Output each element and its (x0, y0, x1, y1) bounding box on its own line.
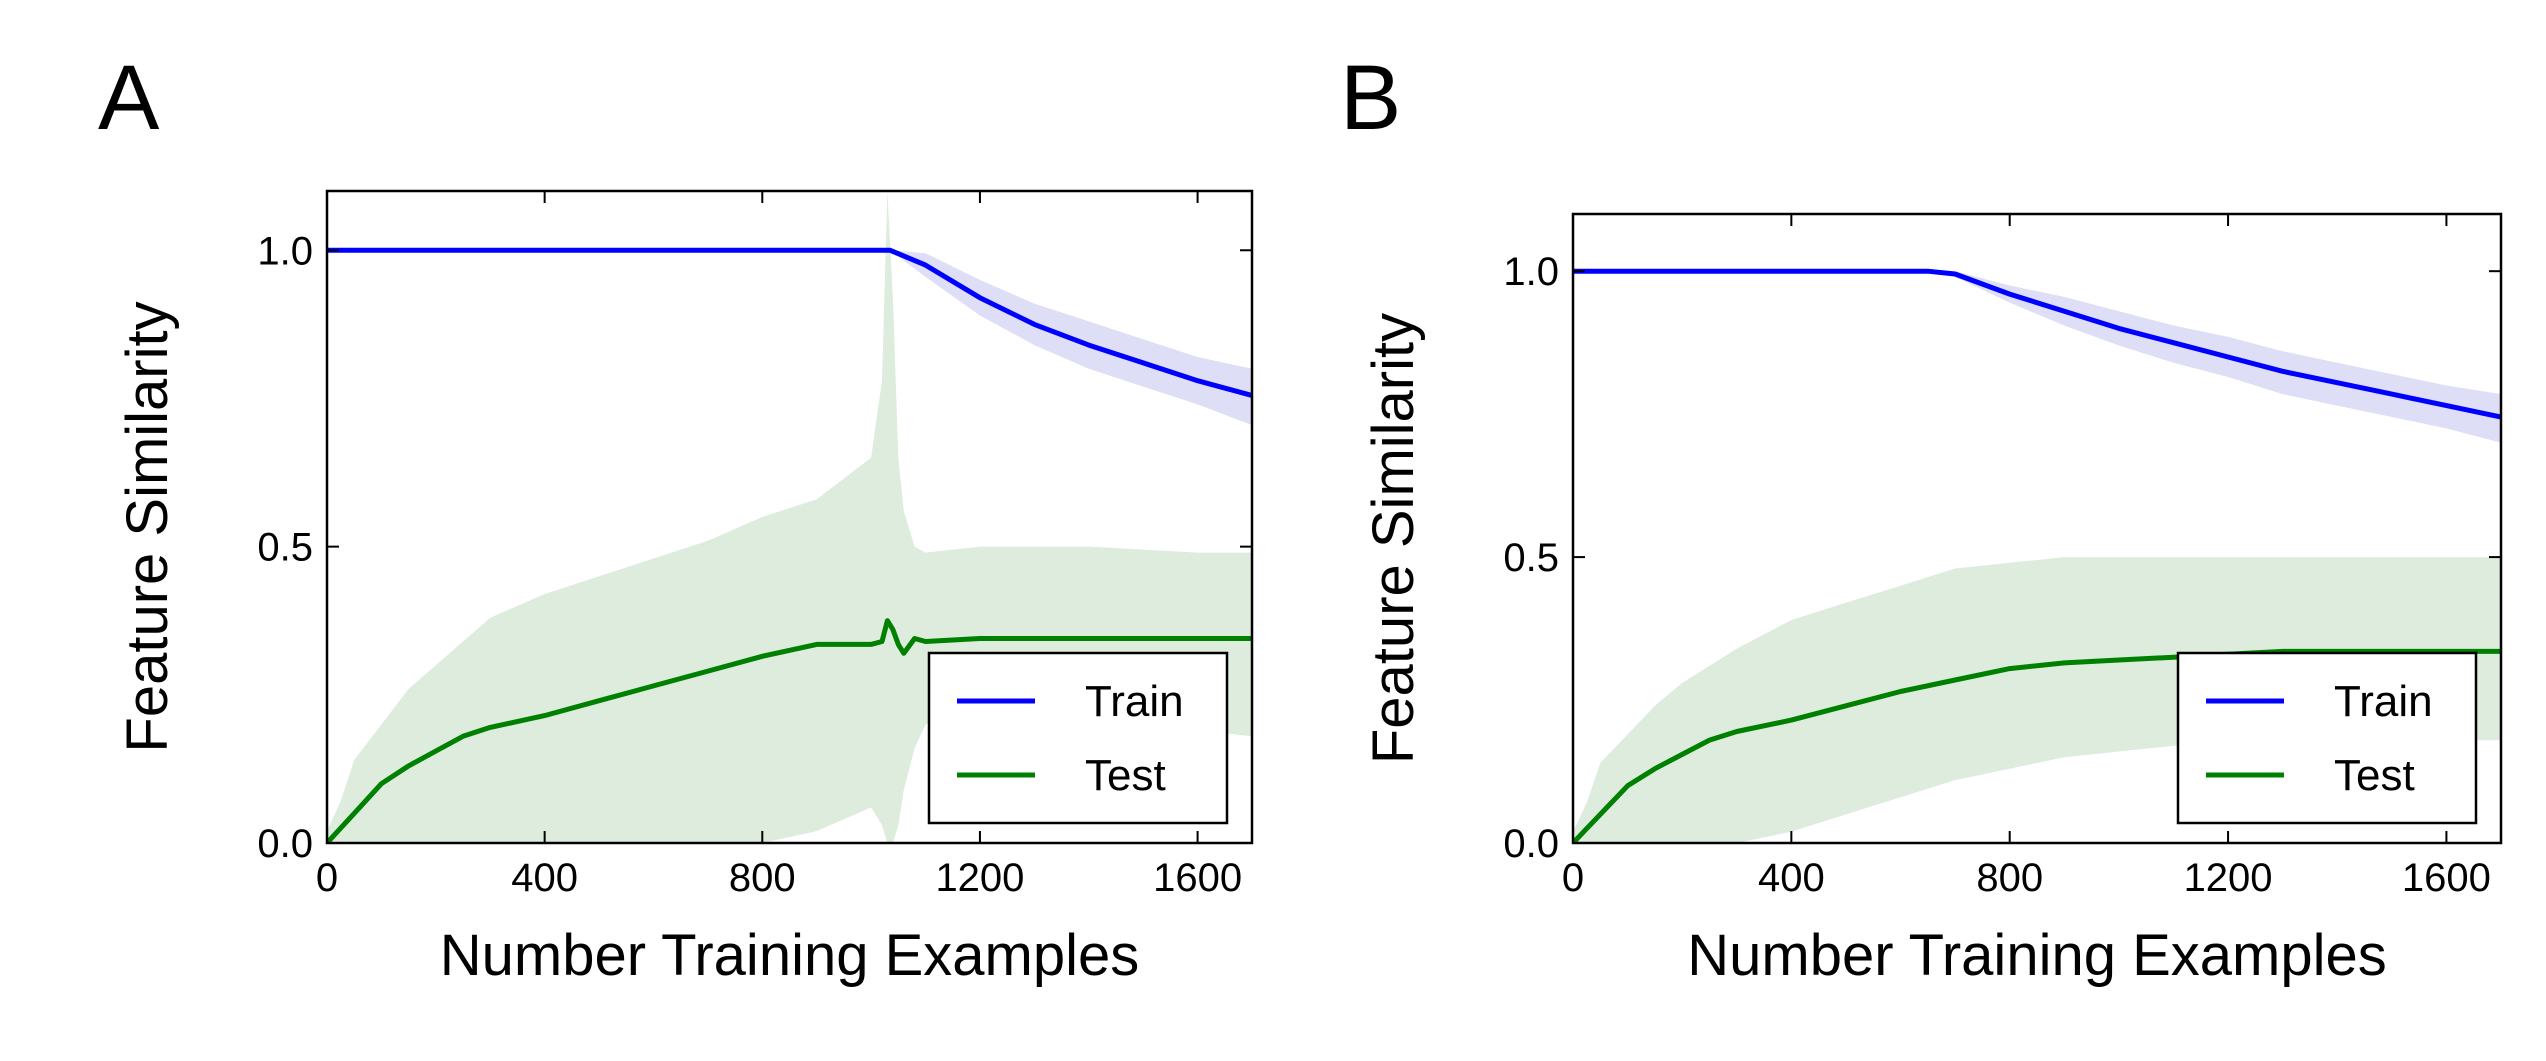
chart-b-ytick-label: 1.0 (1503, 250, 1559, 294)
chart-b-ylabel: Feature Similarity (1361, 313, 1426, 764)
chart-b-legend-label-test: Test (2334, 751, 2415, 800)
chart-a-legend-label-test: Test (1085, 751, 1166, 800)
chart-b-frame (1571, 212, 2503, 845)
chart-a-band-train (327, 250, 1252, 426)
chart-a-xtick-label: 0 (316, 856, 338, 900)
chart-a-ytick-label: 1.0 (257, 229, 313, 273)
chart-b-line-test (1573, 648, 2501, 843)
chart-b-xtick-label: 0 (1562, 856, 1584, 900)
chart-b-xtick-label: 1200 (2184, 856, 2273, 900)
panel-letter-a: A (98, 47, 160, 149)
chart-b-plot-area (1573, 268, 2501, 843)
chart-a-line-train (327, 247, 1252, 398)
chart-a-line-test (327, 618, 1252, 843)
chart-b-legend-box (2176, 651, 2478, 825)
chart-a-xtick-label: 800 (729, 856, 796, 900)
chart-a-legend-box (927, 651, 1229, 825)
chart-a-frame (325, 189, 1254, 845)
chart-a-xlabel: Number Training Examples (440, 923, 1140, 988)
chart-a-ytick-label: 0.0 (257, 822, 313, 866)
chart-a-xtick-label: 1200 (935, 856, 1024, 900)
chart-a-xtick-label: 1600 (1153, 856, 1242, 900)
chart-b-xtick-label: 400 (1758, 856, 1825, 900)
chart-a-legend-label-train: Train (1085, 677, 1184, 726)
chart-b-legend-label-train: Train (2334, 677, 2433, 726)
chart-b-band-train (1573, 271, 2501, 443)
chart-b-xtick-label: 1600 (2402, 856, 2491, 900)
chart-b-ytick-label: 0.5 (1503, 536, 1559, 580)
chart-b-xlabel: Number Training Examples (1687, 923, 2387, 988)
chart-a-xtick-label: 400 (511, 856, 578, 900)
chart-a-ytick-label: 0.5 (257, 526, 313, 570)
chart-b-ytick-label: 0.0 (1503, 822, 1559, 866)
chart-b-line-train (1573, 268, 2501, 420)
chart-b-band-test (1573, 557, 2501, 843)
chart-b-xtick-label: 800 (1976, 856, 2043, 900)
chart-a-legend: Train Test (927, 651, 1229, 825)
chart-a: 0 400 800 1200 1600 0.0 0.5 1.0 Number Training … (115, 189, 1254, 988)
chart-a-ylabel: Feature Similarity (115, 301, 180, 752)
chart-b: 0 400 800 1200 1600 0.0 0.5 1.0 Number Training … (1361, 212, 2503, 988)
panel-letter-b: B (1340, 47, 1402, 149)
chart-b-legend: Train Test (2176, 651, 2478, 825)
